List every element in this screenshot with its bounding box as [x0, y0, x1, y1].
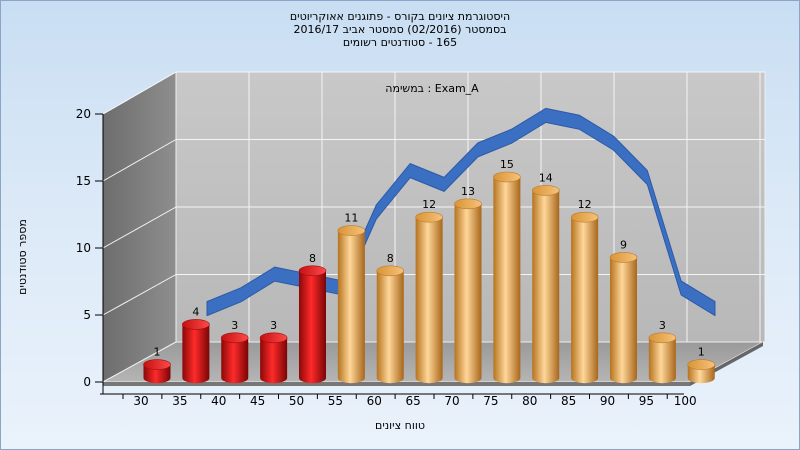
bar-body	[260, 337, 288, 384]
x-tick-label: 65	[405, 394, 420, 408]
bar-body	[648, 337, 676, 384]
bar-top	[493, 171, 521, 183]
x-tick-label: 55	[328, 394, 343, 408]
bar-body	[454, 203, 482, 384]
x-tick-label: 35	[172, 394, 187, 408]
bar-body	[298, 270, 326, 384]
series-label: במשימה : Exam_A	[385, 82, 479, 95]
data-label: 3	[270, 319, 277, 332]
y-tick-label: 0	[83, 375, 91, 389]
x-axis-label: טווח ציונים	[375, 419, 425, 432]
x-tick-label: 50	[289, 394, 304, 408]
bar: 4	[182, 305, 210, 384]
bar-top	[531, 185, 560, 196]
x-tick-label: 75	[483, 394, 498, 408]
bar: 1	[687, 346, 716, 384]
bar: 3	[259, 319, 288, 384]
bar-top	[648, 332, 677, 344]
bar: 14	[531, 171, 560, 384]
bar: 3	[648, 319, 677, 384]
grid-line-side	[102, 206, 177, 249]
grid-line-side	[102, 71, 177, 115]
chart-title-line-3: 165 - סטודנטים רשומים	[342, 36, 458, 49]
x-tick-label: 95	[639, 394, 654, 408]
x-tick-label: 60	[367, 394, 382, 408]
chart-title-line-2: בסמסטר (02/2016) סמסטר אביב 2016/17	[293, 23, 507, 36]
x-tick-label: 90	[600, 394, 615, 408]
data-label: 12	[578, 198, 592, 211]
x-tick-label: 80	[522, 394, 537, 408]
bar-top	[687, 359, 716, 370]
bar: 3	[220, 319, 249, 384]
data-label: 1	[698, 346, 705, 359]
data-label: 8	[309, 252, 316, 265]
bar: 8	[376, 252, 405, 384]
bar-body	[182, 324, 210, 384]
bar-top	[298, 265, 327, 277]
y-tick-label: 10	[76, 241, 91, 255]
bar-body	[376, 270, 404, 384]
data-label: 9	[620, 238, 627, 251]
data-label: 3	[231, 319, 238, 332]
bar-top	[376, 265, 405, 277]
data-label: 13	[461, 185, 475, 198]
x-tick-label: 45	[250, 394, 265, 408]
bar-top	[259, 332, 288, 344]
data-label: 15	[500, 158, 514, 171]
y-tick-label: 15	[76, 174, 91, 188]
data-label: 4	[192, 305, 199, 318]
bar-body	[571, 217, 599, 384]
bar-top	[337, 225, 366, 236]
bar-body	[415, 217, 443, 384]
bar: 8	[298, 252, 327, 384]
y-tick-label: 20	[76, 107, 91, 121]
bar: 9	[609, 238, 638, 384]
x-tick-label: 100	[674, 394, 697, 408]
data-label: 3	[659, 319, 666, 332]
bar-top	[182, 319, 210, 330]
bar-top	[415, 211, 443, 223]
bar-body	[337, 230, 365, 384]
x-tick-label: 30	[133, 394, 148, 408]
bar-body	[532, 190, 560, 384]
data-label: 8	[387, 252, 394, 265]
bar-top	[454, 198, 482, 210]
bar-top	[220, 332, 249, 344]
grid-line-side	[102, 139, 177, 182]
bar: 1	[143, 346, 171, 384]
bar: 15	[493, 158, 521, 384]
data-label: 11	[344, 212, 358, 225]
bar-body	[493, 177, 521, 384]
chart-title-line-1: היסטוגרמת ציונים בקורס - פתוגנים אאוקריו…	[289, 10, 511, 23]
bar: 11	[337, 212, 366, 384]
bar-body	[221, 337, 249, 384]
data-label: 1	[154, 346, 161, 359]
x-tick-label: 40	[211, 394, 226, 408]
data-label: 12	[422, 198, 436, 211]
data-label: 14	[539, 171, 553, 184]
bar-top	[570, 211, 599, 223]
bar-top	[609, 252, 638, 263]
bar-top	[143, 359, 171, 370]
y-tick-label: 5	[83, 308, 91, 322]
bar: 13	[454, 185, 482, 384]
bar-body	[609, 257, 637, 384]
x-tick-label: 85	[561, 394, 576, 408]
x-tick-label: 70	[444, 394, 459, 408]
grid-line-side	[102, 274, 177, 316]
bar: 12	[415, 198, 443, 384]
bar: 12	[570, 198, 599, 384]
y-axis-label: מספר סטודנטים	[16, 219, 29, 295]
